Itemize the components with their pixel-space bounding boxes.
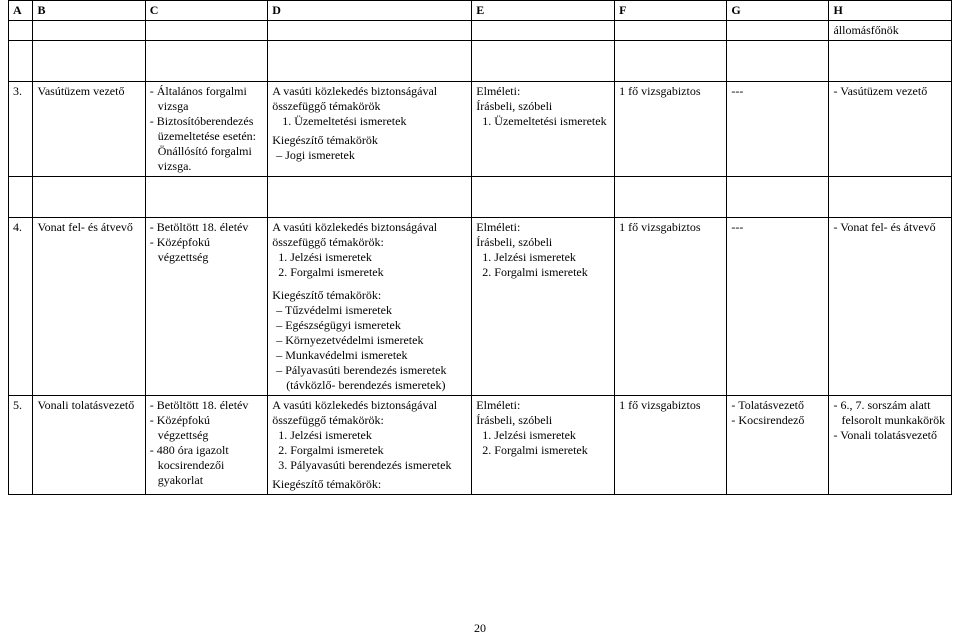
subhead: Kiegészítő témakörök <box>272 133 467 148</box>
row4-E: Elméleti: Írásbeli, szóbeli Jelzési isme… <box>472 218 615 396</box>
row4b-D: Kiegészítő témakörök: Tűzvédelmi ismeret… <box>268 282 472 396</box>
cell-empty <box>33 21 145 41</box>
row4-D: A vasúti közlekedés biztonságával összef… <box>268 218 472 283</box>
row5-H: 6., 7. sorszám alatt felsorolt munkakörö… <box>829 396 952 495</box>
para: A vasúti közlekedés biztonságával összef… <box>272 398 467 428</box>
row4-G: --- <box>727 218 829 396</box>
list-item: Vonat fel- és átvevő <box>841 220 947 235</box>
list-item: 6., 7. sorszám alatt felsorolt munkakörö… <box>841 398 947 428</box>
row3-H: Vasútüzem vezető <box>829 82 952 177</box>
e-sub: Írásbeli, szóbeli <box>476 235 610 250</box>
row3-D: A vasúti közlekedés biztonságával összef… <box>268 82 472 177</box>
row4-C: Betöltött 18. életév Középfokú végzettsé… <box>145 218 267 396</box>
e-head: Elméleti: <box>476 220 610 235</box>
list-item: Középfokú végzettség <box>158 235 263 265</box>
row4-A: 4. <box>9 218 33 396</box>
col-D: D <box>268 1 472 21</box>
e-head: Elméleti: <box>476 84 610 99</box>
list-item: Környezetvédelmi ismeretek <box>286 333 467 348</box>
cell-empty <box>472 21 615 41</box>
col-H-sub: állomásfőnök <box>829 21 952 41</box>
row5-F: 1 fő vizsgabiztos <box>615 396 727 495</box>
cell-empty <box>268 21 472 41</box>
row5-G: Tolatásvezető Kocsirendező <box>727 396 829 495</box>
subhead: Kiegészítő témakörök: <box>272 288 467 303</box>
list-item: Kocsirendező <box>739 413 824 428</box>
spacer-row <box>9 41 952 82</box>
list-item: 480 óra igazolt kocsirendezői gyakorlat <box>158 443 263 488</box>
spacer-row <box>9 177 952 218</box>
cell-empty <box>727 21 829 41</box>
list-item: Betöltött 18. életév <box>158 398 263 413</box>
e-head: Elméleti: <box>476 398 610 413</box>
list-item: Forgalmi ismeretek <box>494 265 610 280</box>
main-table: A B C D E F G H állomásfőnök 3. Vasútüze… <box>8 0 952 495</box>
subhead: Kiegészítő témakörök: <box>272 477 467 492</box>
list-item: Üzemeltetési ismeretek <box>494 114 610 129</box>
row5-B: Vonali tolatásvezető <box>33 396 145 495</box>
cell-empty <box>145 21 267 41</box>
row3-G: --- <box>727 82 829 177</box>
row4-H: Vonat fel- és átvevő <box>829 218 952 396</box>
col-B: B <box>33 1 145 21</box>
row3-A: 3. <box>9 82 33 177</box>
list-item: Forgalmi ismeretek <box>290 443 467 458</box>
list-item: Egészségügyi ismeretek <box>286 318 467 333</box>
e-sub: Írásbeli, szóbeli <box>476 99 610 114</box>
list-item: Jelzési ismeretek <box>494 428 610 443</box>
row3-C: Általános forgalmi vizsga Biztosítóberen… <box>145 82 267 177</box>
list-item: Vonali tolatásvezető <box>841 428 947 443</box>
row5-A: 5. <box>9 396 33 495</box>
list-item: Jelzési ismeretek <box>290 428 467 443</box>
row5-C: Betöltött 18. életév Középfokú végzettsé… <box>145 396 267 495</box>
list-item: Forgalmi ismeretek <box>494 443 610 458</box>
para: A vasúti közlekedés biztonságával összef… <box>272 220 467 250</box>
row4-F: 1 fő vizsgabiztos <box>615 218 727 396</box>
row3-E: Elméleti: Írásbeli, szóbeli Üzemeltetési… <box>472 82 615 177</box>
table-row-3: 3. Vasútüzem vezető Általános forgalmi v… <box>9 82 952 177</box>
list-item: Jogi ismeretek <box>286 148 467 163</box>
list-item: Forgalmi ismeretek <box>290 265 467 280</box>
table-header-row: A B C D E F G H <box>9 1 952 21</box>
col-F: F <box>615 1 727 21</box>
list-item: Tűzvédelmi ismeretek <box>286 303 467 318</box>
col-E: E <box>472 1 615 21</box>
table-row-4: 4. Vonat fel- és átvevő Betöltött 18. él… <box>9 218 952 283</box>
list-item: Jelzési ismeretek <box>494 250 610 265</box>
cell-empty <box>9 21 33 41</box>
col-C: C <box>145 1 267 21</box>
list-item: Pályavasúti berendezés ismeretek (távköz… <box>286 363 467 393</box>
row4-B: Vonat fel- és átvevő <box>33 218 145 396</box>
cell-empty <box>615 21 727 41</box>
list-item: Biztosítóberendezés üzemeltetése esetén:… <box>158 114 263 174</box>
row5-D: A vasúti közlekedés biztonságával összef… <box>268 396 472 495</box>
col-G: G <box>727 1 829 21</box>
col-H: H <box>829 1 952 21</box>
list-item: Pályavasúti berendezés ismeretek <box>290 458 467 473</box>
table-row-5: 5. Vonali tolatásvezető Betöltött 18. él… <box>9 396 952 495</box>
list-item: Középfokú végzettség <box>158 413 263 443</box>
row3-F: 1 fő vizsgabiztos <box>615 82 727 177</box>
table-subheader-row: állomásfőnök <box>9 21 952 41</box>
list-item: Tolatásvezető <box>739 398 824 413</box>
page: A B C D E F G H állomásfőnök 3. Vasútüze… <box>0 0 960 640</box>
row3-B: Vasútüzem vezető <box>33 82 145 177</box>
list-item: Jelzési ismeretek <box>290 250 467 265</box>
list-item: Üzemeltetési ismeretek <box>294 114 467 129</box>
e-sub: Írásbeli, szóbeli <box>476 413 610 428</box>
page-number: 20 <box>0 621 960 636</box>
para: A vasúti közlekedés biztonságával összef… <box>272 84 467 114</box>
col-A: A <box>9 1 33 21</box>
list-item: Vasútüzem vezető <box>841 84 947 99</box>
list-item: Munkavédelmi ismeretek <box>286 348 467 363</box>
list-item: Általános forgalmi vizsga <box>158 84 263 114</box>
list-item: Betöltött 18. életév <box>158 220 263 235</box>
row5-E: Elméleti: Írásbeli, szóbeli Jelzési isme… <box>472 396 615 495</box>
